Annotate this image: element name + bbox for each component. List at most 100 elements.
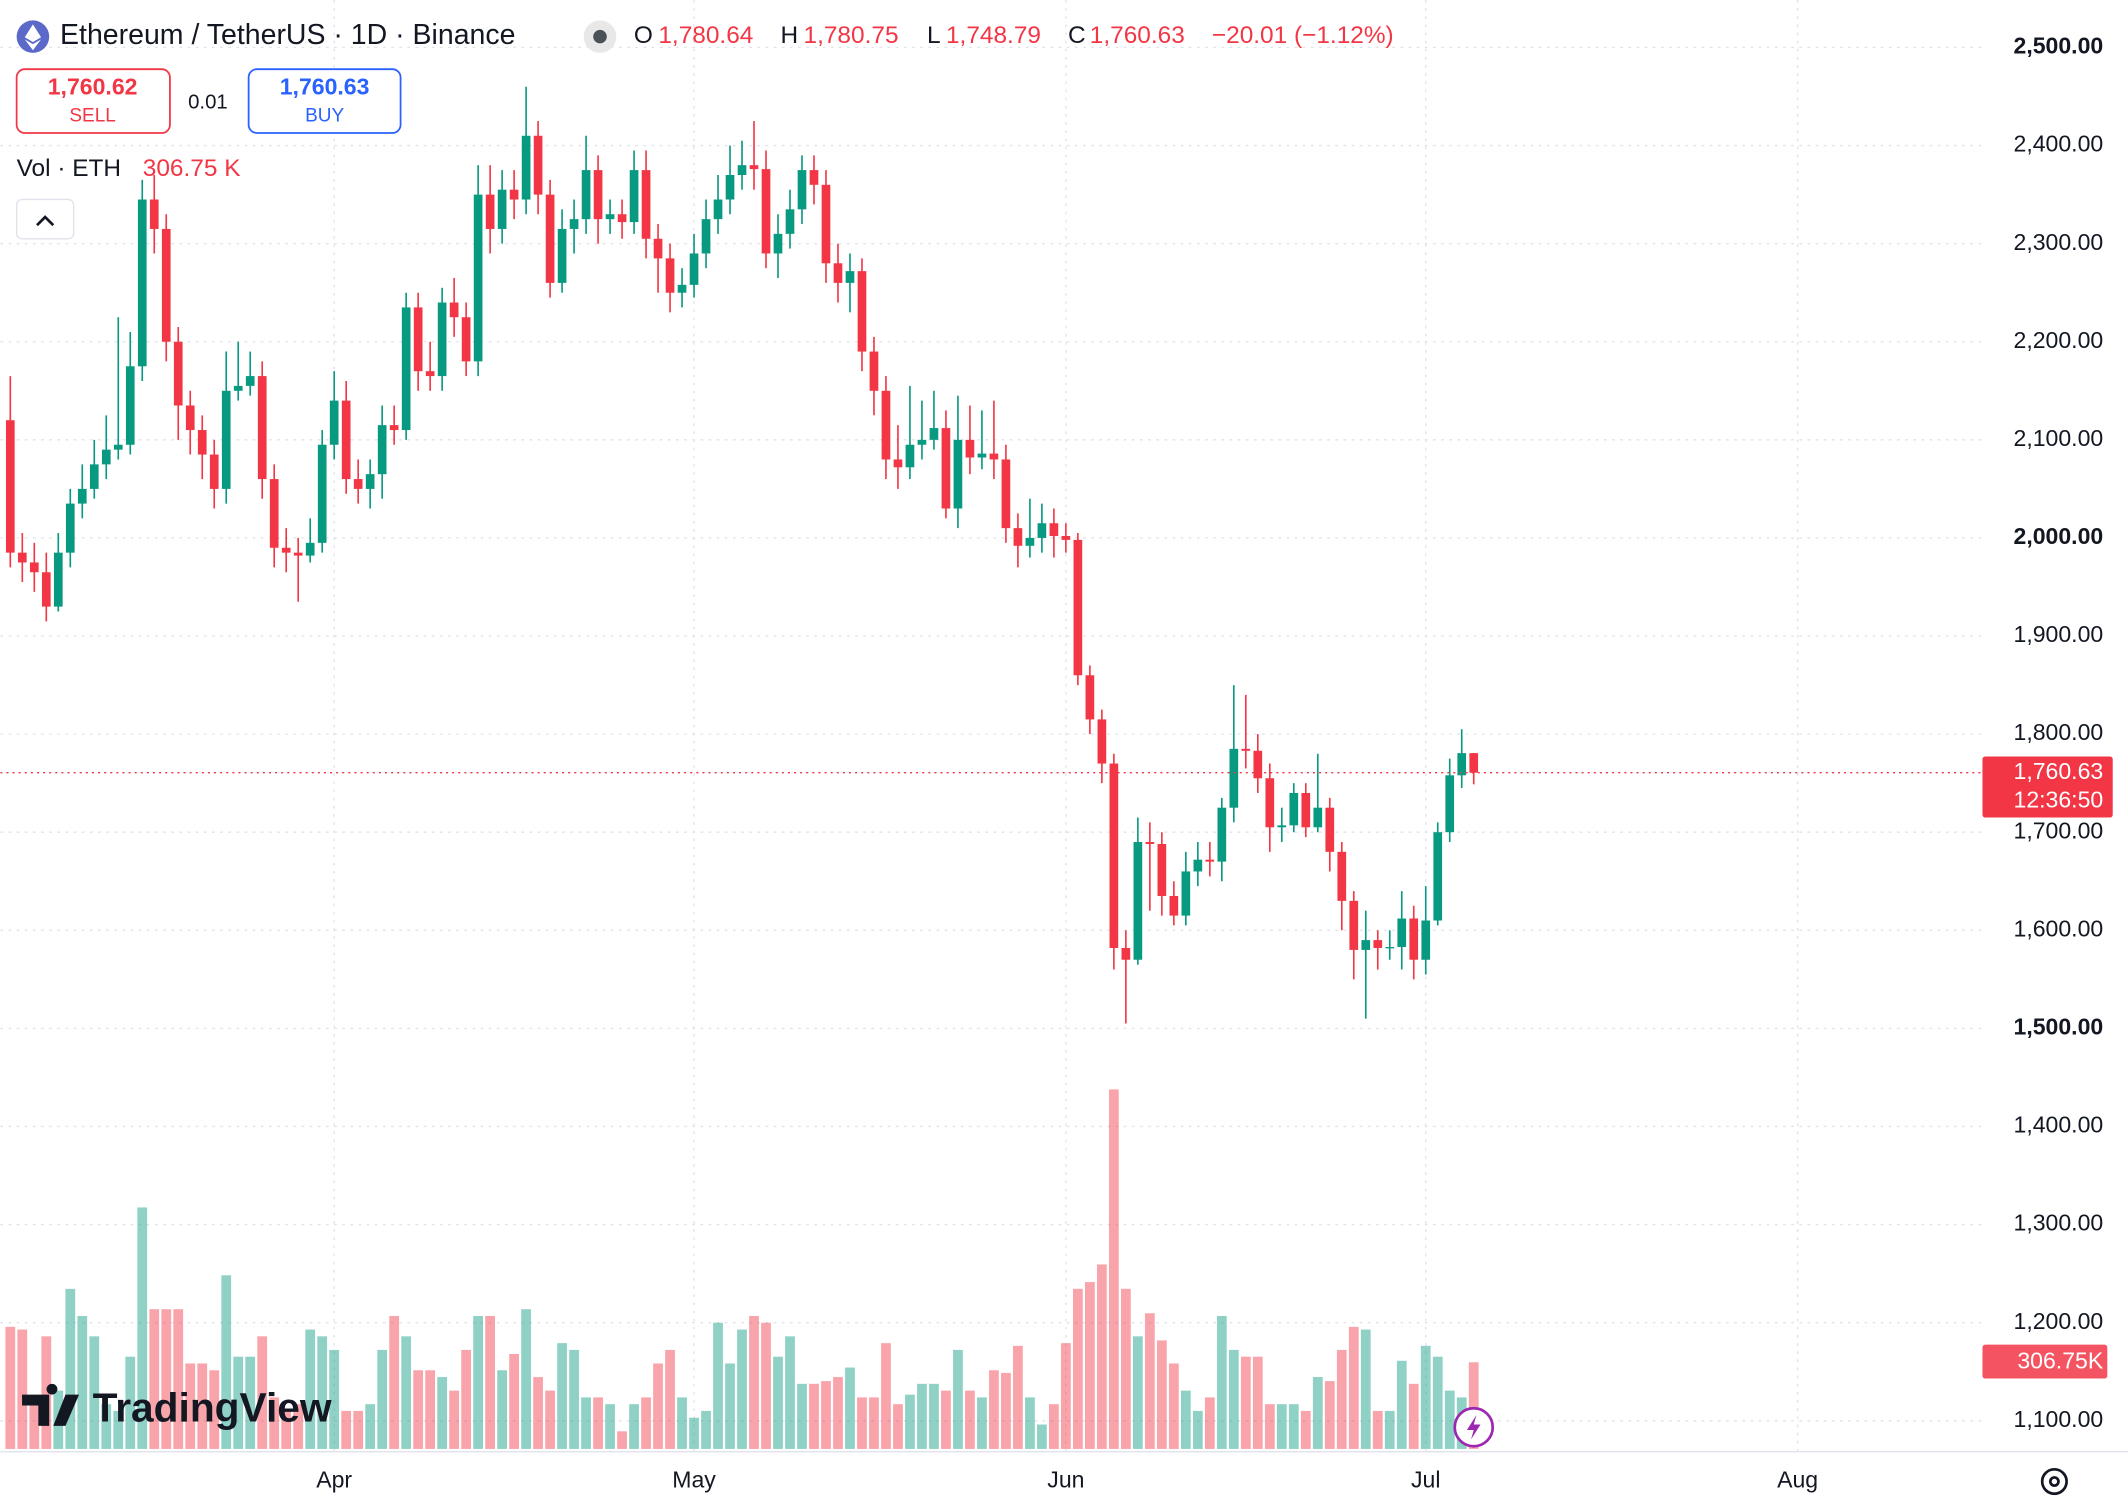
candle-body [881, 390, 891, 460]
volume-bar [305, 1329, 316, 1449]
candle-body [593, 170, 603, 220]
volume-bar [341, 1410, 352, 1449]
candle-body [1157, 843, 1167, 896]
volume-bar [509, 1353, 519, 1449]
volume-bar [593, 1397, 603, 1449]
candle-body [461, 317, 471, 362]
candle-body [209, 454, 219, 489]
candle-body [749, 165, 759, 170]
candle-body [917, 439, 927, 445]
candle-body [725, 174, 735, 200]
candle-body [761, 169, 771, 254]
candle-body [497, 189, 507, 229]
y-tick-label: 2,300.00 [2014, 229, 2104, 255]
candle-body [1241, 748, 1251, 751]
candle-body [425, 371, 435, 377]
volume-bar [1120, 1288, 1131, 1449]
candle-body [1337, 851, 1347, 901]
candle-body [941, 428, 951, 509]
volume-bar [233, 1356, 244, 1449]
y-tick-label: 1,300.00 [2014, 1210, 2104, 1236]
volume-bar [581, 1397, 591, 1449]
volume-legend-value: 306.75 K [143, 155, 241, 182]
volume-bar [617, 1431, 627, 1449]
volume-bar [389, 1315, 400, 1449]
volume-bar [1264, 1404, 1275, 1449]
volume-bar [557, 1343, 567, 1449]
volume-bar [173, 1309, 184, 1449]
volume-bar [797, 1383, 807, 1449]
settings-button[interactable] [2040, 1467, 2068, 1496]
candle-body [41, 572, 51, 607]
volume-bar [5, 1326, 16, 1449]
candle-body [449, 302, 459, 318]
collapse-button[interactable] [15, 198, 75, 240]
ohlc-key: H [780, 22, 798, 49]
candle-body [1253, 750, 1263, 779]
volume-bar [1204, 1397, 1215, 1449]
volume-bar [1192, 1410, 1203, 1449]
candle-body [1349, 900, 1359, 950]
candle-body [965, 439, 975, 458]
volume-bar [569, 1349, 579, 1449]
volume-bar [1324, 1381, 1335, 1449]
candle-body [77, 488, 87, 504]
volume-bar [29, 1397, 40, 1449]
y-tick-label: 2,400.00 [2014, 131, 2104, 157]
volume-bar [1444, 1390, 1455, 1449]
candle-body [521, 135, 531, 200]
candle-body [245, 376, 255, 386]
volume-bar [1288, 1404, 1299, 1449]
candle-body [797, 170, 807, 210]
ohlc-value: 1,780.64 [658, 22, 753, 49]
candle-body [1085, 675, 1095, 720]
candle-body [977, 453, 987, 458]
candle-body [1049, 523, 1059, 536]
volume-bar [1025, 1397, 1035, 1449]
volume-tag-label: 306.75K [2017, 1347, 2103, 1373]
buy-button[interactable] [247, 68, 402, 134]
candle-body [1145, 842, 1155, 844]
volume-bar [1276, 1404, 1287, 1449]
candle-body [1217, 807, 1227, 862]
candle-body [1073, 539, 1083, 676]
candle-body [305, 542, 315, 556]
volume-bar [833, 1377, 843, 1449]
volume-bar [1049, 1404, 1059, 1449]
candle-body [257, 376, 267, 480]
candle-body [1205, 859, 1215, 862]
volume-bar [245, 1356, 256, 1449]
candle-body [1133, 842, 1143, 960]
candle-body [869, 351, 879, 391]
candle-body [713, 199, 723, 220]
grid: 2,500.00 2,400.00 2,300.00 2,200.00 2,100.00… [0, 0, 2103, 1493]
candle-body [413, 307, 423, 372]
volume-bar [1360, 1329, 1371, 1449]
candle-body [1301, 792, 1311, 828]
volume-bar [725, 1363, 735, 1449]
candle-body [1013, 528, 1023, 546]
candle-body [1433, 832, 1443, 921]
settings-icon [2048, 1476, 2060, 1487]
volume-bar [1132, 1336, 1143, 1449]
volume-bar [1144, 1313, 1155, 1449]
candle-body [1469, 753, 1479, 773]
volume-bar [365, 1404, 376, 1449]
candle-body [65, 503, 75, 553]
volume-bar [857, 1397, 867, 1449]
volume-bar [737, 1329, 747, 1449]
volume-bar [1061, 1343, 1071, 1449]
sell-button[interactable] [15, 68, 171, 134]
y-tick-label: 1,700.00 [2014, 817, 2104, 843]
candle-body [929, 428, 939, 440]
volume-bar [821, 1381, 831, 1449]
volume-bar [1001, 1372, 1011, 1449]
candle-body [221, 390, 231, 489]
last-price-label: 1,760.63 [2014, 758, 2104, 784]
y-tick-label: 1,500.00 [2014, 1013, 2104, 1039]
volume-bar [1072, 1288, 1083, 1449]
candle-body [1397, 918, 1407, 947]
y-tick-label: 1,600.00 [2014, 915, 2104, 941]
candle-body [53, 552, 63, 607]
